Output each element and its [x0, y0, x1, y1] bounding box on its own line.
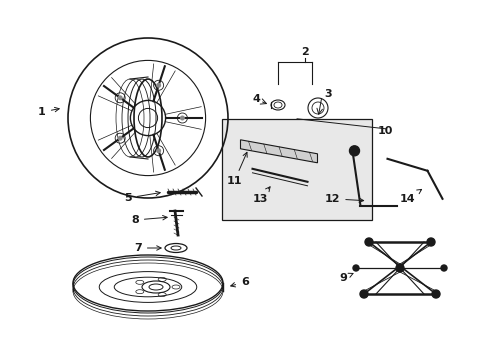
Text: 14: 14 — [399, 189, 421, 204]
Circle shape — [156, 83, 161, 88]
Text: 5: 5 — [124, 191, 160, 203]
Text: 8: 8 — [131, 215, 167, 225]
Circle shape — [349, 146, 359, 156]
Circle shape — [156, 148, 161, 153]
Circle shape — [364, 238, 372, 246]
Circle shape — [426, 238, 434, 246]
Circle shape — [440, 265, 446, 271]
Circle shape — [359, 290, 367, 298]
Text: 6: 6 — [230, 277, 248, 287]
Circle shape — [180, 116, 184, 121]
Circle shape — [118, 136, 122, 141]
Polygon shape — [240, 140, 317, 163]
Bar — [222, 119, 371, 220]
Text: 2: 2 — [301, 47, 308, 57]
Text: 4: 4 — [251, 94, 260, 104]
Text: 9: 9 — [338, 273, 352, 283]
Text: 3: 3 — [324, 89, 331, 99]
Text: 7: 7 — [134, 243, 161, 253]
Circle shape — [431, 290, 439, 298]
Text: 11: 11 — [226, 152, 247, 186]
Circle shape — [118, 95, 122, 100]
Circle shape — [395, 264, 403, 272]
Circle shape — [352, 265, 358, 271]
Text: 1: 1 — [38, 107, 59, 117]
Text: 12: 12 — [324, 194, 363, 204]
Text: 13: 13 — [252, 187, 269, 204]
Text: 10: 10 — [377, 126, 392, 136]
